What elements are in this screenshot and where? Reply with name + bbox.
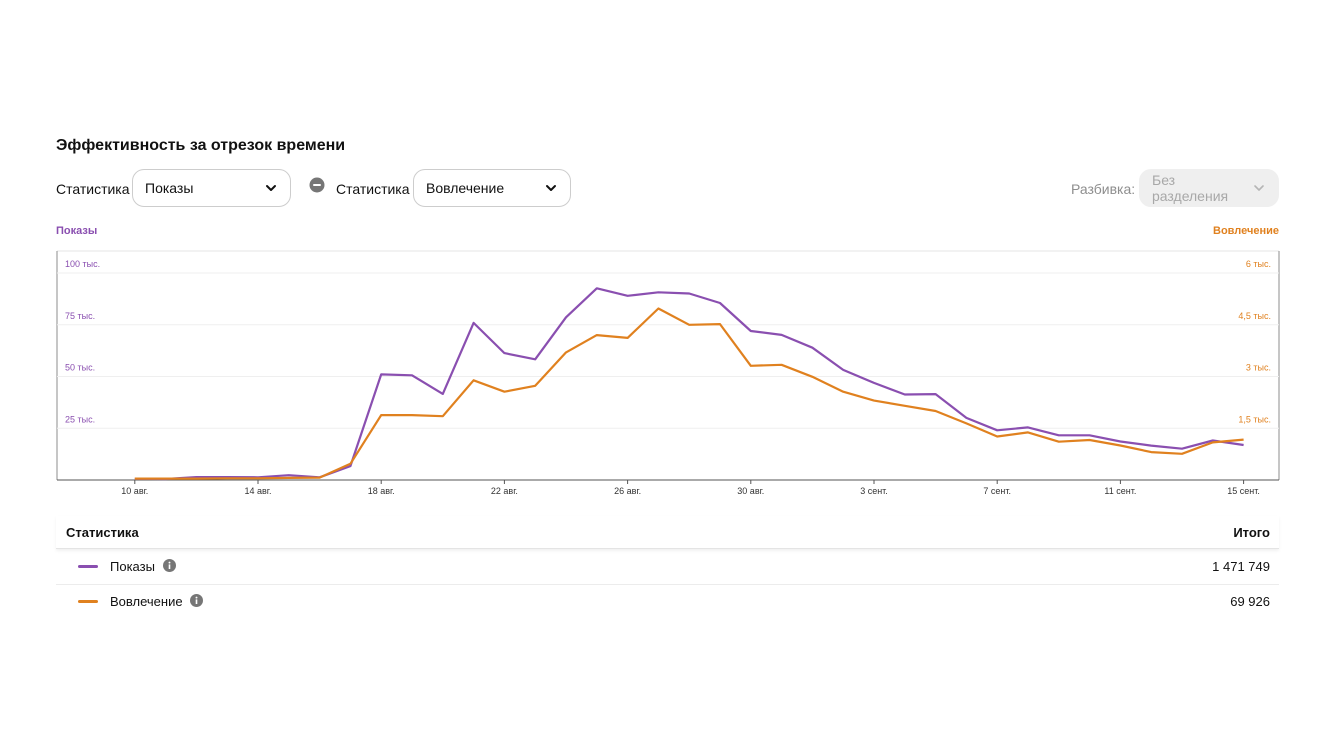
engagement-series-line [134,307,1244,480]
table-row-name: Показы [110,559,155,574]
y-right-tick-label: 4,5 тыс. [1238,311,1271,321]
y-right-tick-label: 3 тыс. [1246,363,1271,373]
y-left-tick-label: 100 тыс. [65,259,100,269]
table-row-total: 69 926 [1230,594,1270,609]
y-right-tick-label: 1,5 тыс. [1238,414,1271,424]
table-row-total: 1 471 749 [1212,559,1270,574]
x-tick-label: 7 сент. [983,486,1011,496]
table-header: Статистика Итого [56,516,1279,549]
table-row-name: Вовлечение [110,594,183,609]
impressions-swatch [78,565,98,568]
impressions-series-line [134,287,1244,481]
x-tick-label: 11 сент. [1104,486,1136,496]
y-right-tick-label: 6 тыс. [1246,259,1271,269]
chevron-down-icon [546,185,556,191]
metric2-select-value: Вовлечение [426,180,505,196]
table-header-name: Статистика [66,525,139,540]
y-left-tick-label: 50 тыс. [65,363,95,373]
info-icon[interactable] [163,559,176,572]
metric1-select-value: Показы [145,180,194,196]
page-title: Эффективность за отрезок времени [56,137,346,154]
minus-circle-icon[interactable] [309,177,325,193]
x-tick-label: 10 авг. [121,486,148,496]
x-tick-label: 26 авг. [614,486,641,496]
metric1-select[interactable]: Показы [132,169,291,207]
chevron-down-icon [1254,185,1264,191]
left-axis-title: Показы [56,225,98,237]
table-row: Показы 1 471 749 [56,549,1279,585]
metric1-label: Статистика [56,181,130,197]
metric2-label: Статистика [336,181,410,197]
split-label: Разбивка: [1071,181,1136,197]
x-tick-label: 18 авг. [368,486,395,496]
y-left-tick-label: 25 тыс. [65,414,95,424]
metric2-select[interactable]: Вовлечение [413,169,571,207]
x-tick-label: 15 сент. [1227,486,1260,496]
x-tick-label: 14 авг. [245,486,272,496]
info-icon[interactable] [190,594,203,607]
split-select: Без разделения [1139,169,1279,207]
right-axis-title: Вовлечение [1213,225,1279,237]
x-tick-label: 30 авг. [737,486,764,496]
chevron-down-icon [266,185,276,191]
x-tick-label: 22 авг. [491,486,518,496]
table-header-total: Итого [1233,525,1270,540]
table-row: Вовлечение 69 926 [56,584,1279,619]
engagement-swatch [78,600,98,603]
x-tick-label: 3 сент. [860,486,888,496]
split-select-value: Без разделения [1152,172,1229,204]
y-left-tick-label: 75 тыс. [65,311,95,321]
